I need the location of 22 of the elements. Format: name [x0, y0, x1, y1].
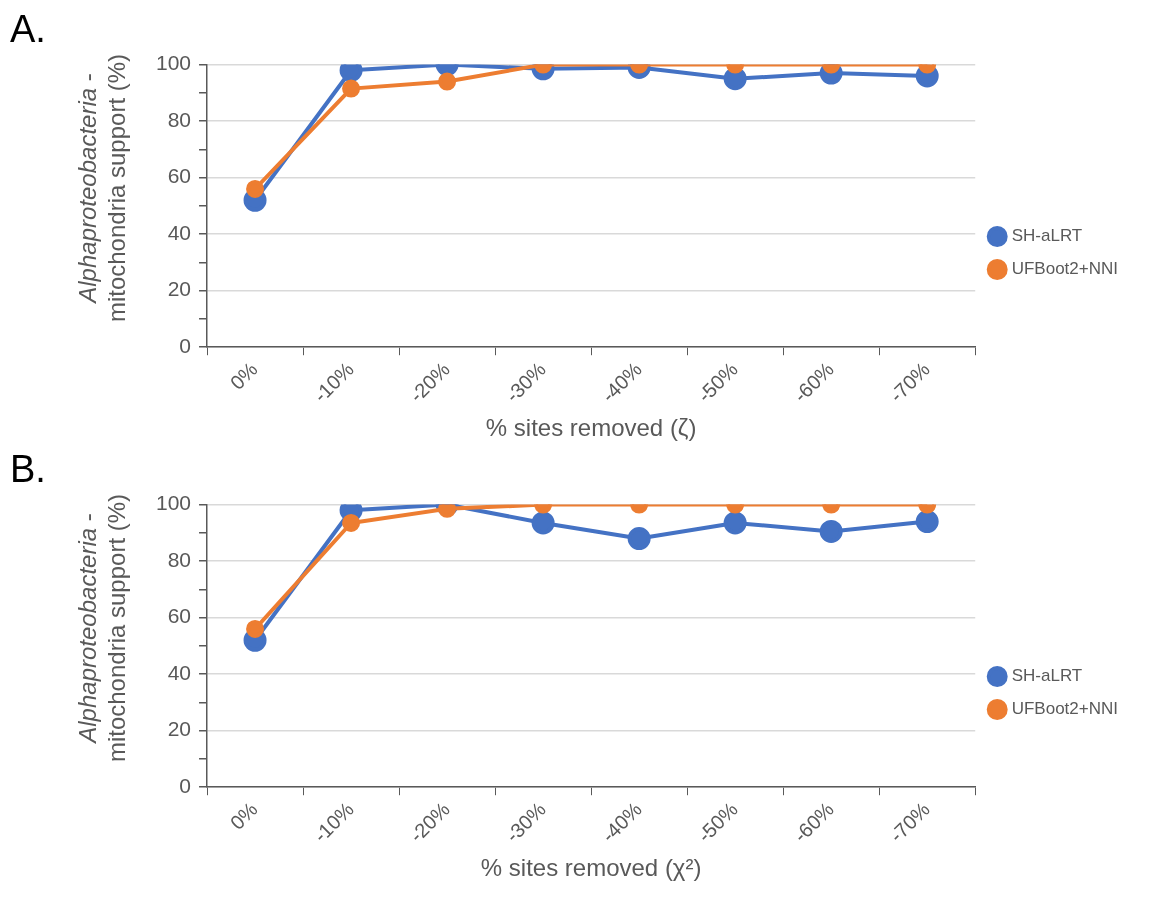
y-tick-label: 20 [167, 717, 192, 741]
x-axis-title: % sites removed (ζ) [485, 414, 697, 442]
x-axis-title: % sites removed (χ²) [480, 854, 702, 882]
legend-label: UFBoot2+NNI [1011, 259, 1119, 279]
x-tick-label: 0% [225, 797, 262, 834]
legend-label: SH-aLRT [1011, 666, 1083, 686]
x-tick-label: 0% [225, 357, 262, 394]
y-tick-label: 40 [167, 660, 192, 684]
chart-title: B. [10, 448, 46, 491]
y-tick-label: 80 [167, 107, 192, 131]
y-tick-label: 100 [155, 491, 192, 515]
y-tick-label: 40 [167, 220, 192, 244]
legend-label: SH-aLRT [1011, 226, 1083, 246]
y-tick-label: 100 [155, 51, 192, 75]
y-tick-label: 60 [167, 164, 192, 188]
chart-title: A. [10, 8, 46, 51]
y-tick-label: 0 [179, 334, 192, 358]
y-tick-label: 80 [167, 547, 192, 571]
legend-label: UFBoot2+NNI [1011, 699, 1119, 719]
y-tick-label: 0 [179, 774, 192, 798]
y-tick-label: 60 [167, 604, 192, 628]
y-tick-label: 20 [167, 277, 192, 301]
